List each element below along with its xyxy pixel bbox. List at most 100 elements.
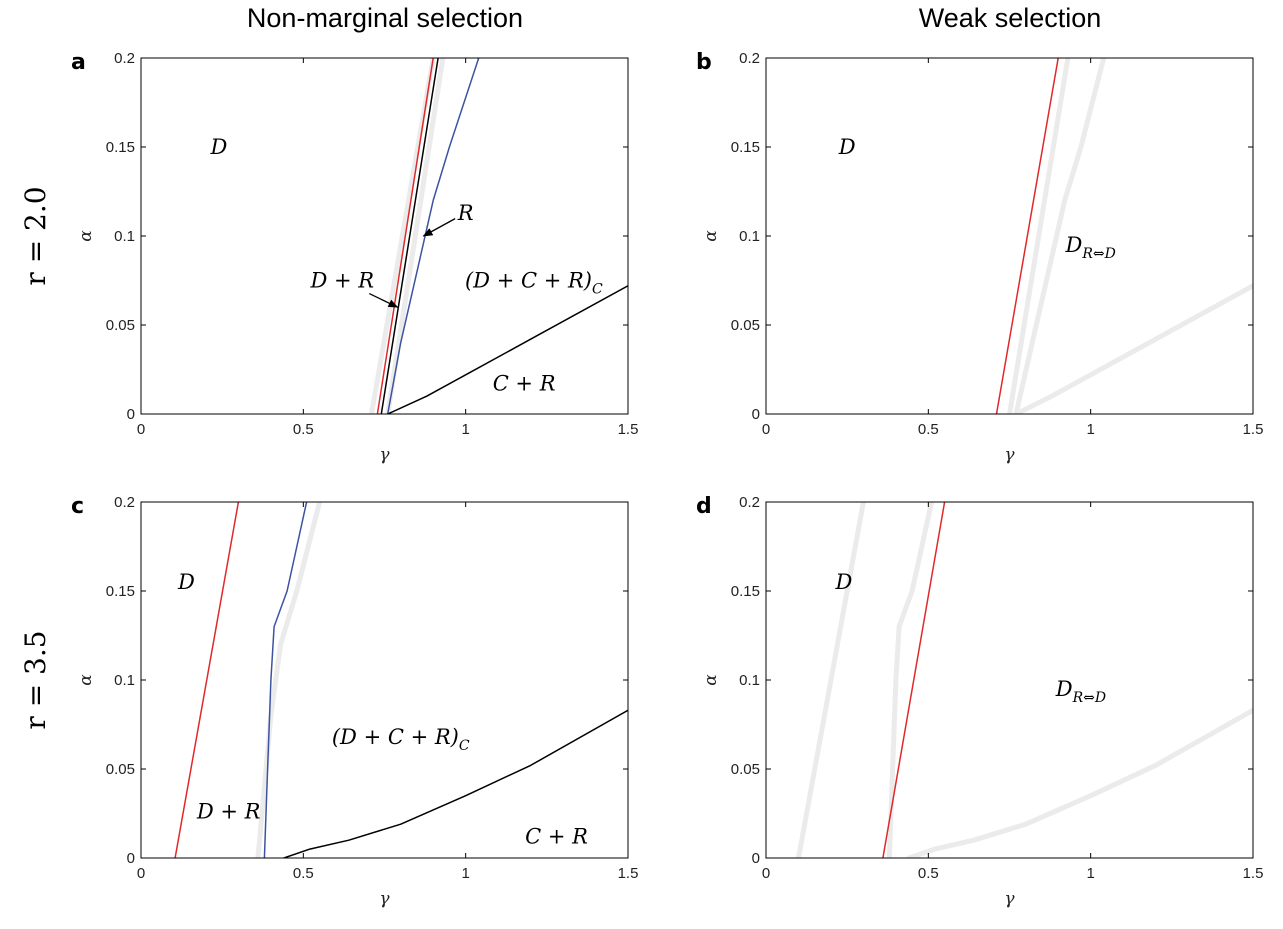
y-tick-label: 0.15 xyxy=(731,139,760,156)
series-line-gray-1 xyxy=(1013,58,1107,414)
x-tick-label: 0.5 xyxy=(293,865,314,882)
y-tick-label: 0 xyxy=(752,406,760,423)
region-label: C + R xyxy=(525,825,588,849)
region-label: DR⇔D xyxy=(1064,233,1115,262)
x-axis-label: γ xyxy=(1004,445,1015,465)
panel-letter: d xyxy=(696,494,712,519)
y-tick-label: 0.1 xyxy=(114,672,135,689)
region-label: (D + C + R)C xyxy=(465,269,603,298)
x-tick-label: 1.5 xyxy=(1243,421,1264,438)
x-tick-label: 0 xyxy=(137,421,145,438)
y-tick-label: 0.2 xyxy=(114,50,135,67)
region-label: R xyxy=(457,201,474,225)
y-tick-label: 0.15 xyxy=(106,583,135,600)
y-axis-label: α xyxy=(701,230,721,242)
y-tick-label: 0 xyxy=(127,850,135,867)
x-tick-label: 0 xyxy=(762,865,770,882)
y-tick-label: 0.15 xyxy=(731,583,760,600)
y-tick-label: 0.1 xyxy=(114,228,135,245)
y-tick-label: 0.15 xyxy=(106,139,135,156)
x-tick-label: 1.5 xyxy=(618,421,639,438)
x-tick-label: 1 xyxy=(461,865,469,882)
y-axis-label: α xyxy=(76,230,96,242)
x-tick-label: 1.5 xyxy=(618,865,639,882)
panel-d: 0 0.5 1 1.5 0 0.05 0.1 0.15 0.2 γ α d D DR⇔D xyxy=(696,494,1263,909)
region-label: D + R xyxy=(196,800,261,824)
x-tick-label: 0.5 xyxy=(918,865,939,882)
series-line-gray-0 xyxy=(255,502,323,858)
series-line-red-3 xyxy=(995,58,1059,414)
plot-frame xyxy=(765,501,1254,859)
y-tick-label: 0.2 xyxy=(739,50,760,67)
region-label: D xyxy=(177,570,195,594)
x-axis-label: γ xyxy=(379,445,390,465)
region-label: C + R xyxy=(493,372,556,396)
x-tick-label: 0.5 xyxy=(918,421,939,438)
series-group xyxy=(995,58,1253,414)
region-label-subscript: R⇔D xyxy=(1072,690,1107,706)
x-tick-label: 1 xyxy=(461,421,469,438)
plot-frame xyxy=(765,57,1254,415)
series-line-red-2 xyxy=(376,58,434,414)
annotation-arrow xyxy=(422,218,456,237)
panel-c: 0 0.5 1 1.5 0 0.05 0.1 0.15 0.2 γ α c D (D + C + R)C D… xyxy=(71,494,638,909)
region-label: D xyxy=(838,135,856,159)
y-axis-label: α xyxy=(701,674,721,686)
series-line-blue-2 xyxy=(263,502,308,858)
y-tick-label: 0.1 xyxy=(739,228,760,245)
y-tick-label: 0.2 xyxy=(114,494,135,511)
series-line-gray-0 xyxy=(1007,58,1071,414)
row-label-top: r = 2.0 xyxy=(19,186,52,285)
series-line-red-3 xyxy=(882,502,946,858)
panel-b: 0 0.5 1 1.5 0 0.05 0.1 0.15 0.2 γ α b D DR⇔D xyxy=(696,50,1263,465)
series-line-gray-0 xyxy=(369,58,436,414)
region-label: D + R xyxy=(309,269,374,293)
column-title-weak: Weak selection xyxy=(919,3,1102,33)
panel-letter: a xyxy=(71,50,86,75)
y-tick-label: 0 xyxy=(752,850,760,867)
series-line-black-3 xyxy=(380,58,439,414)
series-line-gray-2 xyxy=(1013,283,1253,414)
series-group xyxy=(369,58,628,414)
series-group xyxy=(174,502,628,858)
series-line-gray-2 xyxy=(906,707,1253,858)
x-axis-label: γ xyxy=(379,889,390,909)
panel-a: 0 0.5 1 1.5 0 0.05 0.1 0.15 0.2 γ α a D R D + R (D + C … xyxy=(71,50,638,465)
y-tick-label: 0.05 xyxy=(731,761,760,778)
y-axis-label: α xyxy=(76,674,96,686)
y-tick-label: 0.1 xyxy=(739,672,760,689)
row-label-bottom: r = 3.5 xyxy=(19,630,52,729)
x-tick-label: 0.5 xyxy=(293,421,314,438)
series-line-black-3 xyxy=(283,709,628,858)
x-tick-label: 1 xyxy=(1086,421,1094,438)
series-group xyxy=(796,502,1253,858)
y-tick-label: 0.2 xyxy=(739,494,760,511)
series-line-gray-1 xyxy=(385,58,446,414)
region-label: D xyxy=(834,570,852,594)
column-title-nonmarginal: Non-marginal selection xyxy=(247,3,523,33)
region-label: D xyxy=(209,135,227,159)
y-tick-label: 0.05 xyxy=(106,761,135,778)
x-tick-label: 0 xyxy=(137,865,145,882)
y-tick-label: 0.05 xyxy=(106,317,135,334)
x-tick-label: 1 xyxy=(1086,865,1094,882)
region-label-subscript: C xyxy=(592,282,603,298)
region-label: (D + C + R)C xyxy=(332,725,470,754)
annotation-arrow xyxy=(369,292,399,308)
series-line-gray-0 xyxy=(796,502,866,858)
region-label: DR⇔D xyxy=(1055,677,1106,706)
panel-letter: b xyxy=(696,50,712,75)
y-tick-label: 0 xyxy=(127,406,135,423)
x-tick-label: 1.5 xyxy=(1243,865,1264,882)
series-line-black-5 xyxy=(386,285,628,414)
y-tick-label: 0.05 xyxy=(731,317,760,334)
panel-letter: c xyxy=(71,494,84,519)
x-tick-label: 0 xyxy=(762,421,770,438)
series-line-gray-1 xyxy=(886,502,935,858)
region-label-subscript: R⇔D xyxy=(1081,246,1116,262)
plot-frame xyxy=(140,57,629,415)
series-line-red-1 xyxy=(174,502,240,858)
region-label-subscript: C xyxy=(459,738,470,754)
x-axis-label: γ xyxy=(1004,889,1015,909)
